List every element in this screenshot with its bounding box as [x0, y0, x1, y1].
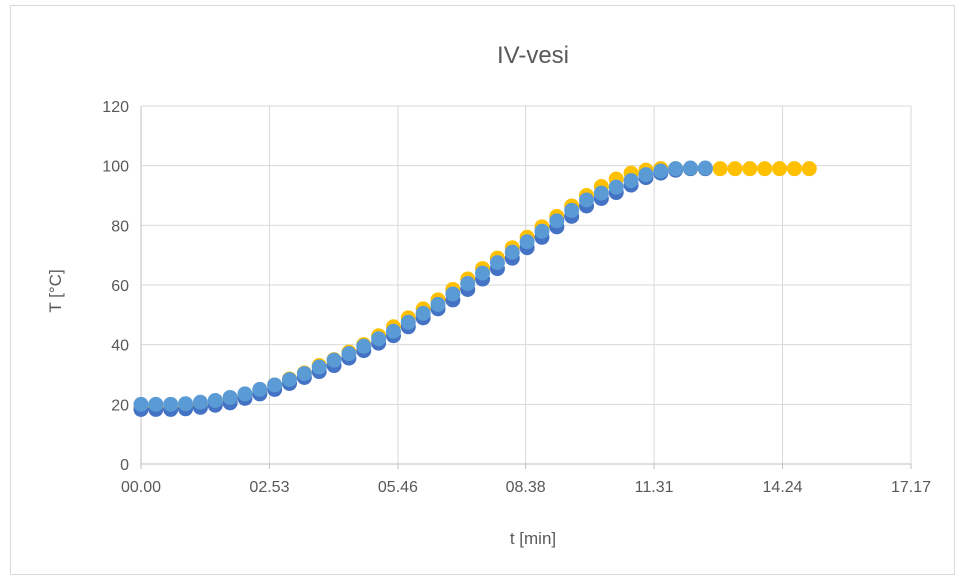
y-axis-label: T [°C] — [46, 269, 65, 312]
data-point-series-3 — [267, 377, 283, 393]
data-point-series-3 — [549, 213, 565, 229]
data-point-series-3 — [237, 386, 253, 402]
data-point-series-1 — [801, 161, 817, 177]
scatter-plot: IV-vesi t [min] T [°C] 0 20 40 60 80 100 120 00… — [46, 42, 931, 548]
data-point-series-3 — [697, 160, 713, 176]
data-point-series-3 — [682, 160, 698, 176]
data-point-series-3 — [489, 255, 505, 271]
y-tick-label: 0 — [120, 457, 129, 474]
data-point-series-3 — [148, 396, 164, 412]
data-point-series-3 — [564, 202, 580, 218]
data-point-series-3 — [163, 396, 179, 412]
data-point-series-3 — [668, 161, 684, 177]
data-point-series-3 — [192, 394, 208, 410]
data-point-series-3 — [311, 359, 327, 375]
chart-title: IV-vesi — [497, 42, 569, 69]
data-point-series-3 — [296, 366, 312, 382]
x-tick-label: 08.38 — [506, 479, 546, 496]
data-point-series-3 — [400, 314, 416, 330]
data-point-series-3 — [222, 389, 238, 405]
chart-area: IV-vesi t [min] T [°C] 0 20 40 60 80 100 120 00… — [10, 5, 955, 575]
data-point-series-3 — [385, 323, 401, 339]
data-point-series-3 — [623, 173, 639, 189]
data-point-series-1 — [727, 161, 743, 177]
x-axis-label: t [min] — [510, 529, 556, 548]
data-point-series-3 — [178, 396, 194, 412]
x-tick-label: 17.17 — [891, 479, 931, 496]
data-point-series-3 — [519, 234, 535, 250]
data-point-series-3 — [282, 372, 298, 388]
y-tick-label: 20 — [111, 397, 129, 414]
data-point-series-3 — [608, 179, 624, 195]
y-tick-label: 100 — [102, 159, 129, 176]
data-point-series-1 — [712, 161, 728, 177]
data-point-series-3 — [326, 352, 342, 368]
data-point-series-3 — [207, 392, 223, 408]
data-point-series-3 — [371, 331, 387, 347]
data-point-series-3 — [133, 396, 149, 412]
data-point-series-3 — [252, 381, 268, 397]
data-point-series-3 — [504, 244, 520, 260]
gridlines — [141, 105, 912, 464]
x-tick-label: 14.24 — [763, 479, 803, 496]
x-tick-label: 05.46 — [378, 479, 418, 496]
data-point-series-3 — [475, 265, 491, 281]
data-point-series-3 — [593, 185, 609, 201]
data-point-series-3 — [430, 296, 446, 312]
data-point-series-3 — [638, 167, 654, 183]
data-point-series-3 — [534, 223, 550, 239]
data-point-series-3 — [460, 276, 476, 292]
x-tick-label: 11.31 — [635, 479, 674, 496]
data-point-series-3 — [356, 338, 372, 354]
data-point-series-3 — [445, 286, 461, 302]
data-point-series-1 — [757, 161, 773, 177]
y-tick-label: 40 — [111, 338, 129, 355]
data-point-series-1 — [772, 161, 788, 177]
data-point-series-3 — [653, 163, 669, 179]
x-tick-label: 02.53 — [249, 479, 289, 496]
y-tick-label: 60 — [111, 278, 129, 295]
data-point-series-3 — [415, 305, 431, 321]
data-point-series-1 — [786, 161, 802, 177]
data-point-series-1 — [742, 161, 758, 177]
x-tick-label: 00.00 — [121, 479, 161, 496]
y-tick-label: 120 — [102, 99, 129, 116]
y-tick-label: 80 — [111, 218, 129, 235]
data-point-series-3 — [341, 346, 357, 362]
data-points — [133, 160, 817, 417]
data-point-series-3 — [579, 192, 595, 208]
tick-labels: 0 20 40 60 80 100 120 00.00 02.53 05.46 08.38 11.31… — [102, 99, 931, 496]
